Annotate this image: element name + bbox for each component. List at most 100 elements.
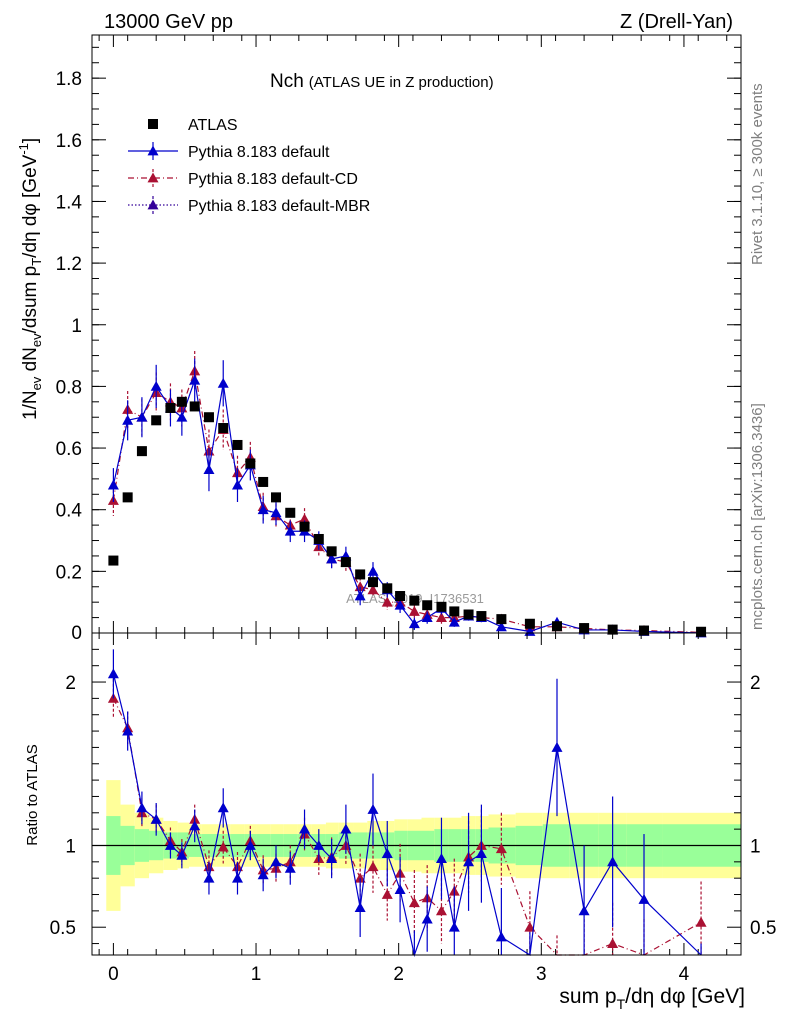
ratio-point — [107, 668, 119, 679]
data-point — [285, 507, 296, 518]
ratio-point — [367, 861, 379, 872]
ratio-point — [607, 938, 619, 948]
ratio-point — [578, 905, 590, 916]
ratio-point — [354, 902, 366, 912]
ratio-y-tick-label: 2 — [65, 673, 76, 694]
data-point — [340, 557, 351, 568]
ratio-point — [475, 848, 487, 859]
data-point — [367, 565, 379, 576]
data-point — [176, 411, 188, 422]
legend-label: Pythia 8.183 default-CD — [188, 171, 358, 188]
data-point — [245, 458, 256, 469]
x-tick-label: 2 — [393, 964, 404, 985]
data-point — [326, 553, 338, 564]
legend: ATLAS Pythia 8.183 default Pythia 8.183 de… — [128, 117, 370, 215]
data-point — [217, 377, 229, 388]
data-point — [189, 374, 201, 385]
main-y-tick-label: 1.6 — [56, 131, 82, 152]
main-y-zero-label: 0 — [71, 623, 82, 644]
data-point — [299, 513, 311, 524]
data-point — [107, 479, 119, 490]
ratio-point — [203, 872, 215, 883]
legend-item: Pythia 8.183 default-MBR — [128, 196, 370, 215]
data-point — [165, 402, 176, 413]
data-point — [108, 555, 119, 566]
ratio-point — [607, 856, 619, 867]
ratio-panel: 0 1 2 3 4 0.5 0.5 1 1 2 2 — [50, 632, 776, 985]
ratio-point — [150, 813, 162, 824]
ratio-series-pythia-8-183-default — [107, 649, 702, 958]
x-tick-label: 1 — [251, 964, 262, 985]
data-point — [218, 423, 229, 434]
data-point — [122, 414, 134, 425]
ratio-point — [189, 820, 201, 831]
data-point — [136, 411, 148, 422]
legend-item: Pythia 8.183 default — [128, 142, 330, 161]
mcplots-label: mcplots.cern.ch [arXiv:1306.3436] — [749, 403, 766, 630]
data-point — [496, 614, 507, 625]
data-point — [257, 504, 269, 515]
legend-marker — [147, 145, 159, 156]
ratio-point — [695, 916, 707, 927]
ratio-point — [257, 869, 269, 880]
ratio-point — [284, 862, 296, 873]
ratio-point — [354, 872, 366, 883]
legend-item: ATLAS — [148, 117, 238, 134]
legend-label: Pythia 8.183 default — [188, 144, 330, 161]
data-point — [381, 596, 393, 607]
main-y-tick-label: 1.2 — [56, 254, 82, 275]
rivet-label: Rivet 3.1.10, ≥ 300k events — [749, 83, 766, 265]
ratio-point — [367, 804, 379, 814]
main-y-tick-label: 1 — [71, 316, 82, 337]
ratio-point — [551, 741, 563, 752]
data-point — [258, 476, 269, 487]
main-y-tick-label: 1.8 — [56, 69, 82, 90]
data-point — [189, 401, 200, 412]
ratio-point — [176, 849, 188, 860]
data-point — [150, 380, 162, 391]
ratio-y-tick-label-right: 2 — [750, 673, 761, 694]
main-y-tick-label: 0.6 — [56, 439, 82, 460]
ratio-point — [122, 725, 134, 736]
main-y-tick-label: 0.4 — [56, 501, 83, 522]
data-point — [551, 621, 562, 632]
data-point — [382, 583, 393, 594]
ratio-point — [448, 921, 460, 932]
ratio-frame — [91, 632, 742, 956]
data-point — [231, 479, 243, 490]
data-point — [524, 618, 535, 629]
data-point — [151, 415, 162, 426]
ratio-point — [299, 823, 311, 834]
data-point — [176, 396, 187, 407]
x-tick-label: 4 — [679, 964, 690, 985]
data-point — [203, 412, 214, 423]
ratio-y-axis-label: Ratio to ATLAS — [24, 744, 41, 845]
ratio-point — [638, 893, 650, 904]
energy-label: 13000 GeV pp — [104, 11, 233, 33]
data-point — [408, 605, 420, 616]
data-point — [355, 569, 366, 580]
x-tick-label: 3 — [536, 964, 547, 985]
data-point — [448, 616, 460, 627]
data-point — [367, 577, 378, 588]
data-point — [421, 612, 433, 622]
ratio-point — [435, 853, 447, 863]
ratio-point — [463, 856, 475, 867]
ratio-point — [381, 889, 393, 899]
data-point — [449, 606, 460, 617]
ratio-point — [217, 841, 229, 852]
x-tick-label: 0 — [108, 964, 119, 985]
legend-label: Pythia 8.183 default-MBR — [188, 198, 370, 215]
data-point — [579, 623, 590, 634]
data-point — [463, 609, 474, 620]
ratio-point — [270, 856, 282, 867]
series-line — [112, 368, 702, 633]
main-y-tick-label: 0.2 — [56, 562, 82, 583]
data-point — [313, 533, 324, 544]
ratio-point — [313, 839, 325, 850]
data-point — [476, 611, 487, 622]
main-y-tick-label: 0.8 — [56, 377, 82, 398]
data-point — [326, 546, 337, 557]
main-panel: 0.20.40.60.811.21.41.61.80 ATLAS_2019_I1… — [56, 34, 742, 644]
